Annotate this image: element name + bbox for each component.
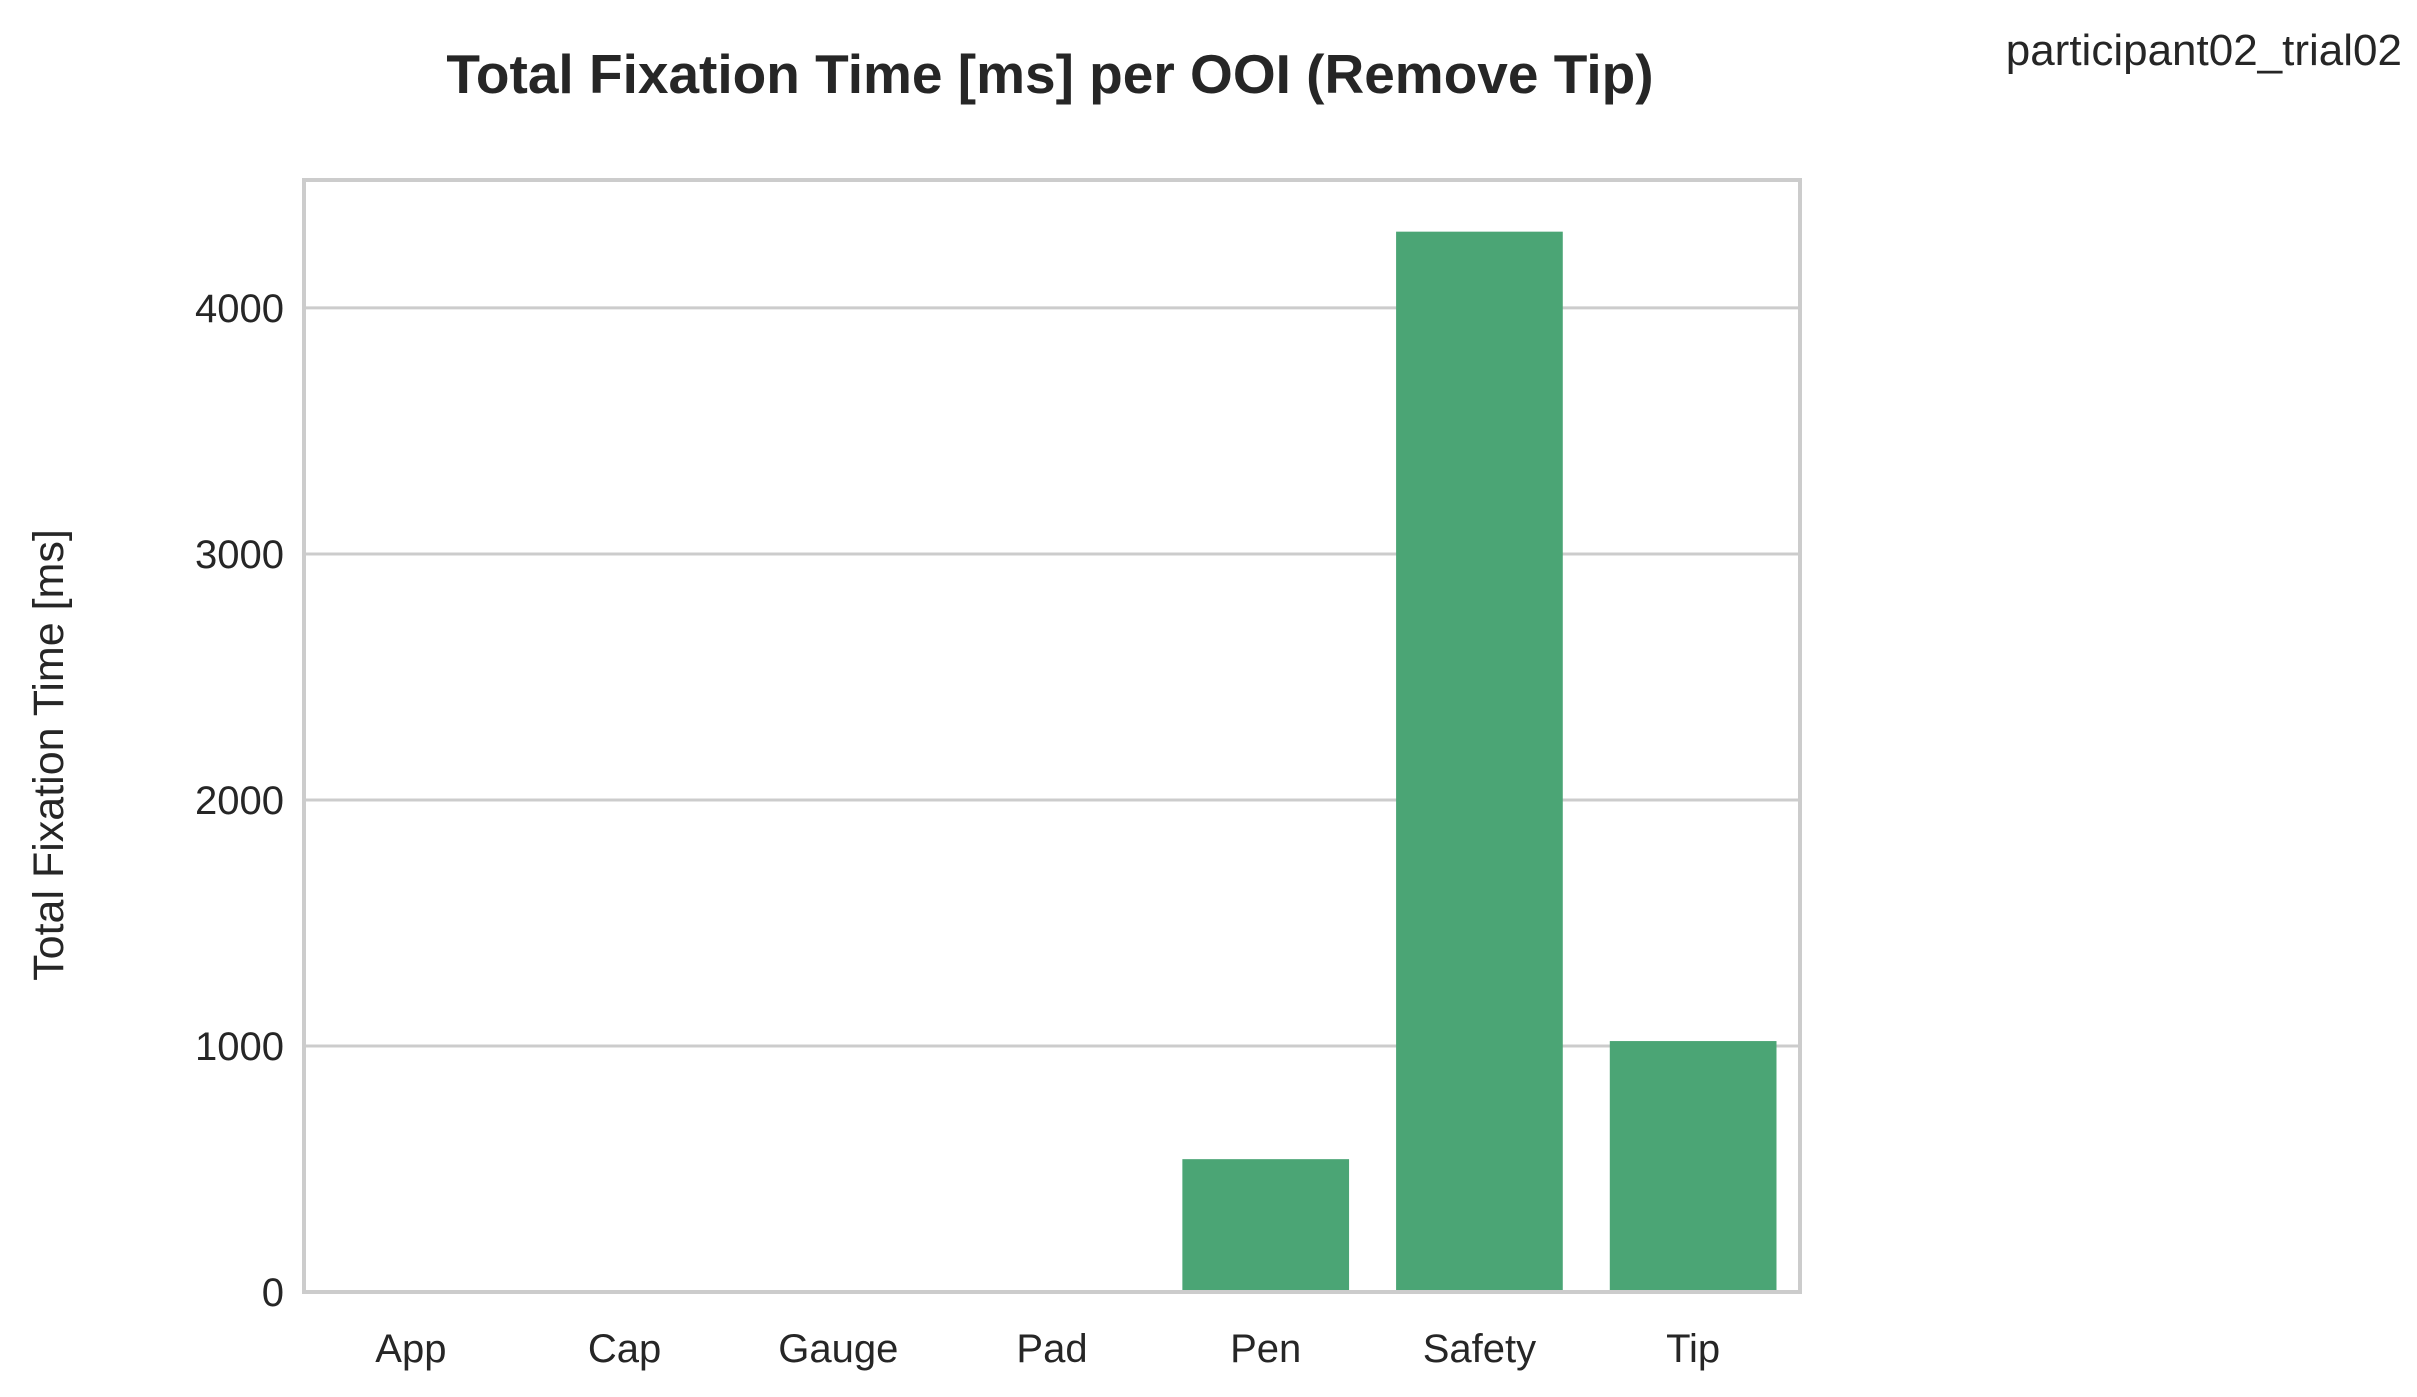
y-tick-label: 3000 (195, 533, 284, 577)
x-tick-label-pen: Pen (1230, 1327, 1301, 1371)
y-tick-labels: 0 1000 2000 3000 4000 (195, 287, 284, 1315)
x-tick-label-pad: Pad (1016, 1327, 1087, 1371)
x-tick-labels: App Cap Gauge Pad Pen Safety Tip (375, 1327, 1720, 1371)
plot-frame (302, 178, 1802, 1294)
x-tick-label-tip: Tip (1666, 1327, 1720, 1371)
chart-title: Total Fixation Time [ms] per OOI (Remove… (446, 43, 1653, 105)
y-tick-label: 1000 (195, 1025, 284, 1069)
y-axis-label: Total Fixation Time [ms] (25, 529, 73, 981)
x-tick-label-safety: Safety (1423, 1327, 1536, 1371)
y-tick-label: 0 (262, 1271, 284, 1315)
y-tick-label: 4000 (195, 287, 284, 331)
gridlines (304, 306, 1800, 1294)
bar-tip (1609, 1041, 1777, 1292)
x-tick-label-app: App (375, 1327, 446, 1371)
x-tick-label-gauge: Gauge (778, 1327, 898, 1371)
x-tick-label-cap: Cap (588, 1327, 661, 1371)
bars (1182, 231, 1777, 1293)
y-tick-label: 2000 (195, 779, 284, 823)
bar-pen (1182, 1159, 1350, 1292)
chart-annotation: participant02_trial02 (2006, 26, 2402, 75)
bar-safety (1396, 231, 1563, 1293)
